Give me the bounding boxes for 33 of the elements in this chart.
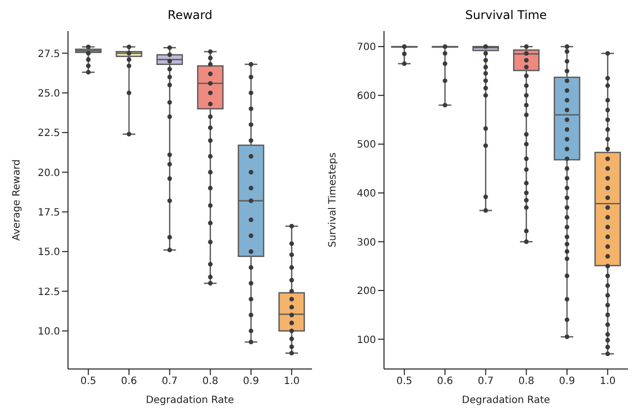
chart-title: Survival Time <box>464 8 548 24</box>
x-tick-label: 0.5 <box>396 376 412 388</box>
x-tick-label: 0.5 <box>80 376 96 388</box>
x-axis-title: Degradation Rate <box>462 395 550 406</box>
y-tick-label: 12.5 <box>38 286 60 298</box>
x-tick-label: 0.7 <box>478 376 494 388</box>
x-tick-label: 1.0 <box>600 376 616 388</box>
y-tick-label: 22.5 <box>38 128 60 140</box>
y-tick-label: 27.5 <box>38 48 60 60</box>
y-tick-label: 20.0 <box>38 168 60 179</box>
y-tick-label: 15.0 <box>38 247 60 258</box>
x-tick-label: 0.8 <box>202 376 218 388</box>
y-axis-title: Survival Timesteps <box>328 152 339 248</box>
y-tick-label: 300 <box>356 237 376 248</box>
chart-title: Reward <box>166 8 214 24</box>
x-tick-label: 0.6 <box>121 376 137 388</box>
y-tick-label: 400 <box>356 188 376 200</box>
y-tick-label: 600 <box>356 90 376 102</box>
y-axis-title: Average Reward <box>12 159 23 241</box>
y-tick-label: 200 <box>356 286 376 298</box>
x-tick-label: 1.0 <box>284 376 300 388</box>
x-tick-label: 0.6 <box>437 376 453 388</box>
y-tick-label: 500 <box>356 140 376 151</box>
y-tick-label: 700 <box>356 42 376 54</box>
x-tick-label: 0.9 <box>559 376 575 388</box>
y-tick-label: 17.5 <box>38 207 60 218</box>
x-tick-label: 0.8 <box>518 376 534 388</box>
y-tick-label: 10.0 <box>38 326 60 338</box>
x-axis-title: Degradation Rate <box>146 395 234 406</box>
y-tick-label: 100 <box>356 334 376 346</box>
x-tick-label: 0.7 <box>162 376 178 388</box>
x-tick-label: 0.9 <box>243 376 259 388</box>
y-tick-label: 25.0 <box>38 88 60 100</box>
